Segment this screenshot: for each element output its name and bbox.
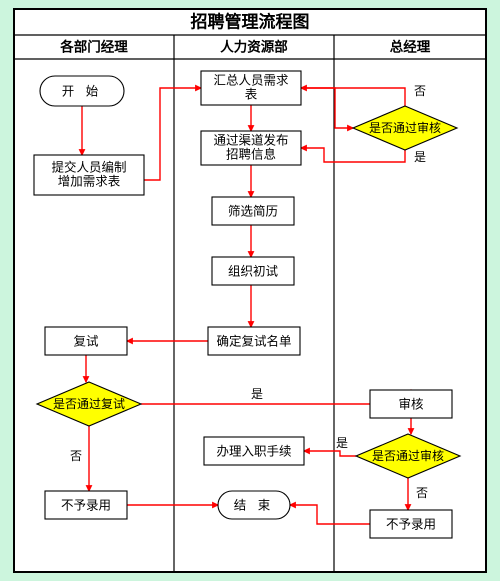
svg-text:是: 是 — [414, 150, 426, 164]
node-onboard: 办理入职手续 — [204, 437, 304, 465]
svg-text:汇总人员需求: 汇总人员需求 — [213, 73, 289, 87]
svg-text:提交人员编制: 提交人员编制 — [51, 159, 126, 174]
node-screen: 筛选简历 — [212, 197, 294, 225]
svg-text:不予录用: 不予录用 — [61, 498, 111, 512]
svg-text:否: 否 — [70, 449, 82, 463]
svg-text:办理入职手续: 办理入职手续 — [216, 443, 291, 458]
svg-text:通过渠道发布: 通过渠道发布 — [213, 132, 288, 147]
svg-text:各部门经理: 各部门经理 — [59, 39, 128, 55]
svg-text:否: 否 — [416, 486, 428, 500]
flowchart-page: 招聘管理流程图各部门经理人力资源部总经理是否否是是否开 始提交人员编制增加需求表… — [0, 0, 500, 581]
svg-text:增加需求表: 增加需求表 — [58, 173, 121, 188]
node-reject2: 不予录用 — [370, 510, 452, 538]
node-end: 结 束 — [218, 491, 290, 519]
node-reject1: 不予录用 — [45, 491, 127, 519]
node-first: 组织初试 — [212, 257, 294, 285]
svg-text:筛选简历: 筛选简历 — [228, 203, 278, 218]
svg-text:结 束: 结 束 — [234, 498, 274, 512]
svg-text:复试: 复试 — [73, 333, 99, 348]
node-start: 开 始 — [40, 76, 124, 106]
node-list: 确定复试名单 — [208, 327, 300, 355]
svg-text:开 始: 开 始 — [62, 84, 102, 98]
svg-text:招聘信息: 招聘信息 — [226, 146, 276, 161]
svg-text:表: 表 — [245, 87, 258, 101]
svg-text:是否通过审核: 是否通过审核 — [372, 448, 444, 463]
svg-text:确定复试名单: 确定复试名单 — [216, 333, 291, 348]
node-review: 审核 — [370, 390, 452, 418]
node-retest: 复试 — [45, 327, 127, 355]
svg-text:是否通过审核: 是否通过审核 — [369, 120, 441, 135]
svg-text:审核: 审核 — [398, 396, 424, 411]
svg-text:是否通过复试: 是否通过复试 — [53, 396, 125, 411]
node-submit: 提交人员编制增加需求表 — [34, 155, 144, 195]
svg-text:总经理: 总经理 — [390, 39, 431, 55]
svg-text:不予录用: 不予录用 — [386, 517, 436, 531]
svg-text:组织初试: 组织初试 — [228, 263, 279, 278]
node-summary: 汇总人员需求表 — [201, 71, 301, 105]
node-publish: 通过渠道发布招聘信息 — [201, 131, 301, 165]
svg-text:人力资源部: 人力资源部 — [220, 39, 288, 55]
svg-text:否: 否 — [414, 84, 426, 98]
svg-text:招聘管理流程图: 招聘管理流程图 — [191, 11, 310, 31]
flowchart-svg: 招聘管理流程图各部门经理人力资源部总经理是否否是是否开 始提交人员编制增加需求表… — [0, 0, 500, 581]
svg-text:是: 是 — [251, 387, 263, 401]
svg-text:是: 是 — [336, 436, 348, 450]
